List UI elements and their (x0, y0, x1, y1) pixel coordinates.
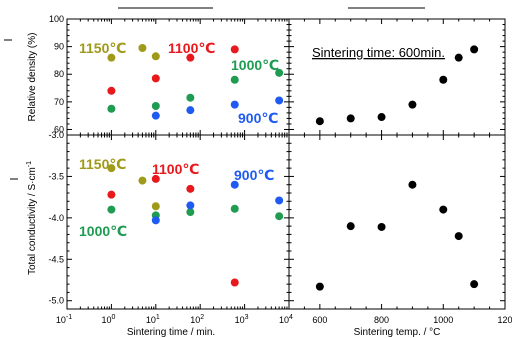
x-tick-label: 103 (235, 314, 249, 325)
x-tick-label: 120 (497, 315, 512, 325)
data-point (107, 86, 116, 95)
y-tick-label: -3.5 (48, 171, 64, 181)
x-tick-label: 104 (279, 314, 293, 325)
xlabel-sintering-time: Sintering time / min. (127, 327, 215, 338)
data-point (107, 164, 116, 173)
data-point (408, 180, 417, 189)
ylabel-relative-density: Relative density (%) (27, 33, 38, 122)
data-point (186, 53, 195, 62)
series-label-1000-top: 1000℃ (231, 57, 279, 73)
series-label-1000-bottom: 1000℃ (79, 223, 127, 239)
data-point (439, 205, 448, 214)
data-point (230, 75, 239, 84)
data-point (454, 53, 463, 62)
data-point (315, 117, 324, 126)
data-point (186, 208, 195, 217)
x-tick-label: 800 (374, 315, 389, 325)
series-label-900-bottom: 900℃ (234, 167, 274, 183)
data-point (107, 53, 116, 62)
data-point (275, 212, 284, 221)
data-point (151, 174, 160, 183)
y-tick-label: -5.0 (48, 296, 64, 306)
y-tick-label: 70 (54, 97, 64, 107)
data-point (408, 100, 417, 109)
panel-conductivity-vs-time: -5.0 -4.5 -4.0 -3.5 -3.0 10-1 100 101 102 103 104 (48, 130, 293, 325)
data-point (346, 222, 355, 231)
y-tick-label: -3.0 (48, 130, 64, 140)
y-tick-label: 80 (54, 69, 64, 79)
data-point (107, 205, 116, 214)
data-point (275, 68, 284, 77)
y-tick-label: -4.0 (48, 213, 64, 223)
x-tick-label: 10-1 (56, 314, 72, 325)
data-point (151, 202, 160, 211)
data-point (377, 222, 386, 231)
data-point (275, 196, 284, 205)
y-tick-label: 100 (49, 14, 64, 24)
data-point (470, 45, 479, 54)
y-tick-label: -4.5 (48, 254, 64, 264)
x-tick-label: 600 (312, 315, 327, 325)
data-point (151, 216, 160, 225)
series-label-900-top: 900℃ (238, 110, 278, 126)
x-tick-label: 102 (190, 314, 204, 325)
data-point (138, 44, 147, 52)
data-point (377, 113, 386, 122)
panel-conductivity-vs-temp: 600 800 1000 120 (288, 134, 512, 325)
data-point (230, 100, 239, 109)
data-point (275, 96, 284, 105)
data-point (439, 75, 448, 84)
data-point (186, 93, 195, 102)
data-point (151, 102, 160, 110)
data-point (151, 52, 160, 61)
data-point (230, 204, 239, 213)
annotation-sintering-time: Sintering time: 600min. (312, 45, 445, 60)
x-tick-label: 1000 (433, 315, 453, 325)
y-tick-label: 60 (54, 124, 64, 134)
data-point (151, 74, 160, 83)
data-point (470, 280, 479, 289)
panel-density-vs-temp (288, 18, 506, 136)
series-label-1150-top: 1150℃ (79, 40, 126, 56)
data-point (186, 184, 195, 193)
data-point (138, 176, 147, 185)
data-point (151, 111, 160, 120)
data-point (454, 232, 463, 241)
data-point (230, 180, 239, 189)
data-point (107, 190, 116, 199)
xlabel-sintering-temp: Sintering temp. / °C (354, 327, 441, 338)
data-point (107, 104, 116, 113)
data-point (230, 278, 239, 287)
data-point (346, 114, 355, 123)
series-label-1100-bottom: 1100℃ (152, 161, 199, 177)
y-tick-label: 90 (54, 42, 64, 52)
data-point (186, 201, 195, 210)
series-label-1100-top: 1100℃ (168, 40, 215, 56)
x-tick-label: 101 (146, 314, 160, 325)
data-point (230, 45, 239, 54)
series-label-1150-bottom: 1150℃ (79, 156, 126, 172)
ylabel-conductivity: Total conductivity / S·cm-1 (26, 161, 38, 275)
data-point (315, 282, 324, 291)
x-tick-label: 100 (101, 314, 115, 325)
data-point (186, 106, 195, 115)
